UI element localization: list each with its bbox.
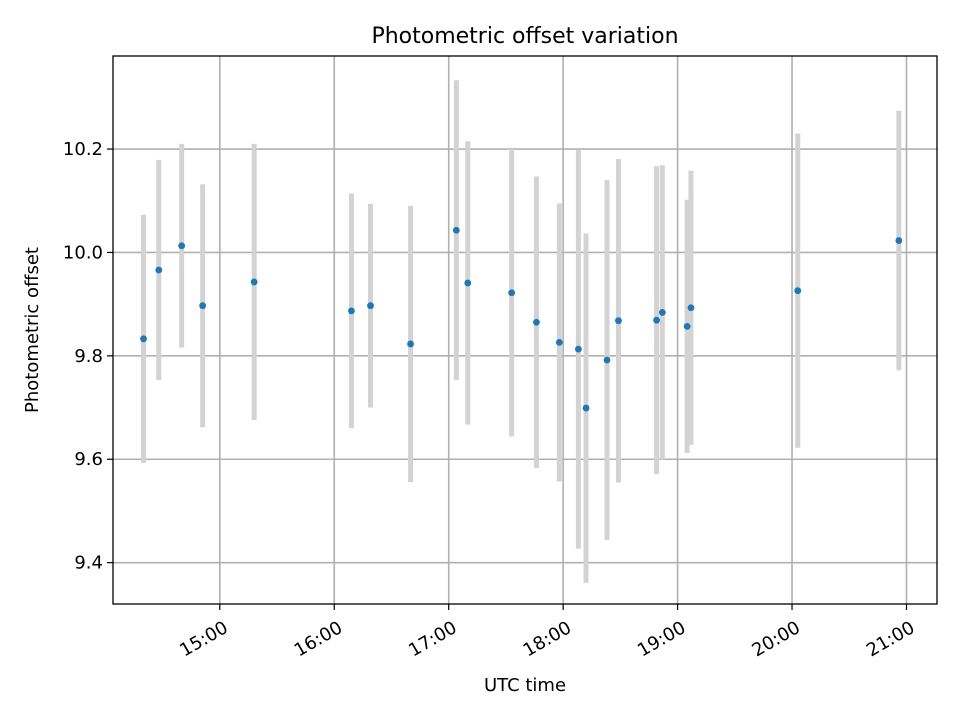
data-point	[533, 318, 540, 326]
x-tick-label: 21:00	[863, 617, 918, 661]
plot-frame	[112, 55, 938, 605]
data-point	[658, 309, 666, 316]
data-point	[555, 339, 563, 346]
data-point	[615, 317, 622, 325]
y-tick-label: 9.8	[74, 346, 103, 367]
x-axis-label: UTC time	[484, 675, 566, 696]
data-points	[140, 226, 903, 412]
data-point	[367, 302, 374, 310]
plot-background	[113, 56, 937, 604]
data-point	[155, 266, 163, 274]
data-point	[140, 335, 147, 343]
chart-title: Photometric offset variation	[371, 24, 678, 49]
x-tick-label: 16:00	[291, 617, 346, 661]
data-point	[508, 289, 516, 297]
data-point	[653, 316, 661, 324]
data-point	[452, 226, 460, 234]
data-point	[575, 345, 582, 353]
y-tick-label: 9.6	[74, 449, 103, 470]
data-point	[603, 356, 611, 364]
data-point	[348, 307, 355, 315]
data-point	[407, 340, 414, 348]
x-tick-label: 18:00	[520, 617, 575, 661]
data-point	[683, 322, 691, 330]
data-point	[794, 287, 802, 295]
data-point	[582, 404, 590, 412]
data-point	[687, 304, 695, 312]
x-tick-label: 17:00	[405, 617, 460, 661]
x-tick-label: 20:00	[749, 617, 804, 661]
y-axis-label: Photometric offset	[22, 247, 43, 413]
data-point	[199, 302, 207, 310]
x-tick-label: 19:00	[634, 617, 689, 661]
data-point	[464, 279, 472, 287]
data-point	[895, 237, 903, 244]
y-tick-label: 10.2	[63, 139, 103, 160]
y-tick-label: 9.4	[74, 553, 103, 574]
y-tick-label: 10.0	[63, 242, 103, 263]
x-tick-label: 15:00	[176, 617, 231, 661]
data-point	[250, 278, 258, 286]
data-point	[178, 242, 186, 250]
